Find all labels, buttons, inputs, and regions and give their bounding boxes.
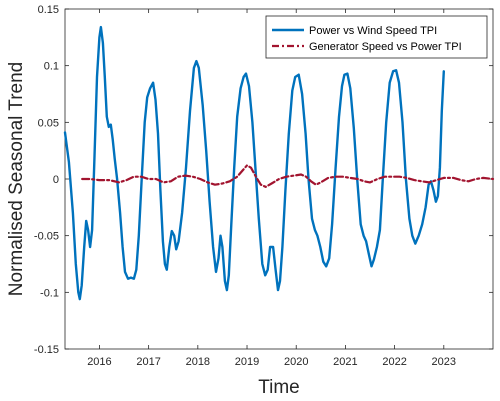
series-layer bbox=[63, 25, 495, 301]
x-axis-title: Time bbox=[258, 377, 300, 398]
x-tick-label: 2019 bbox=[235, 356, 259, 368]
x-tick-label: 2018 bbox=[186, 356, 210, 368]
y-axis-title: Normalised Seasonal Trend bbox=[6, 62, 27, 296]
y-tick-label: -0.1 bbox=[40, 287, 59, 299]
x-tick-label: 2021 bbox=[333, 356, 357, 368]
x-tick-label: 2022 bbox=[382, 356, 406, 368]
series-line-power-wind-speed bbox=[63, 25, 445, 301]
y-tick-label: 0.05 bbox=[38, 117, 59, 129]
y-tick-label: -0.05 bbox=[34, 231, 59, 243]
series-line-generator-speed-power bbox=[81, 164, 495, 188]
x-tick-label: 2023 bbox=[432, 356, 456, 368]
legend: Power vs Wind Speed TPI Generator Speed … bbox=[265, 15, 488, 59]
y-tick-label: 0.1 bbox=[44, 61, 59, 73]
x-tick-label: 2020 bbox=[284, 356, 308, 368]
legend-box bbox=[265, 15, 488, 59]
legend-label-power-wind-speed: Power vs Wind Speed TPI bbox=[309, 25, 437, 37]
y-tick-label: -0.15 bbox=[34, 344, 59, 356]
x-tick-label: 2016 bbox=[87, 356, 111, 368]
y-tick-label: 0.15 bbox=[38, 4, 59, 16]
x-tick-labels: 2016 2017 2018 2019 2020 2021 2022 2023 bbox=[87, 356, 456, 368]
legend-label-generator-speed-power: Generator Speed vs Power TPI bbox=[309, 41, 462, 53]
y-tick-labels: -0.15 -0.1 -0.05 0 0.05 0.1 0.15 bbox=[34, 4, 59, 356]
y-tick-label: 0 bbox=[53, 174, 59, 186]
x-tick-label: 2017 bbox=[136, 356, 160, 368]
